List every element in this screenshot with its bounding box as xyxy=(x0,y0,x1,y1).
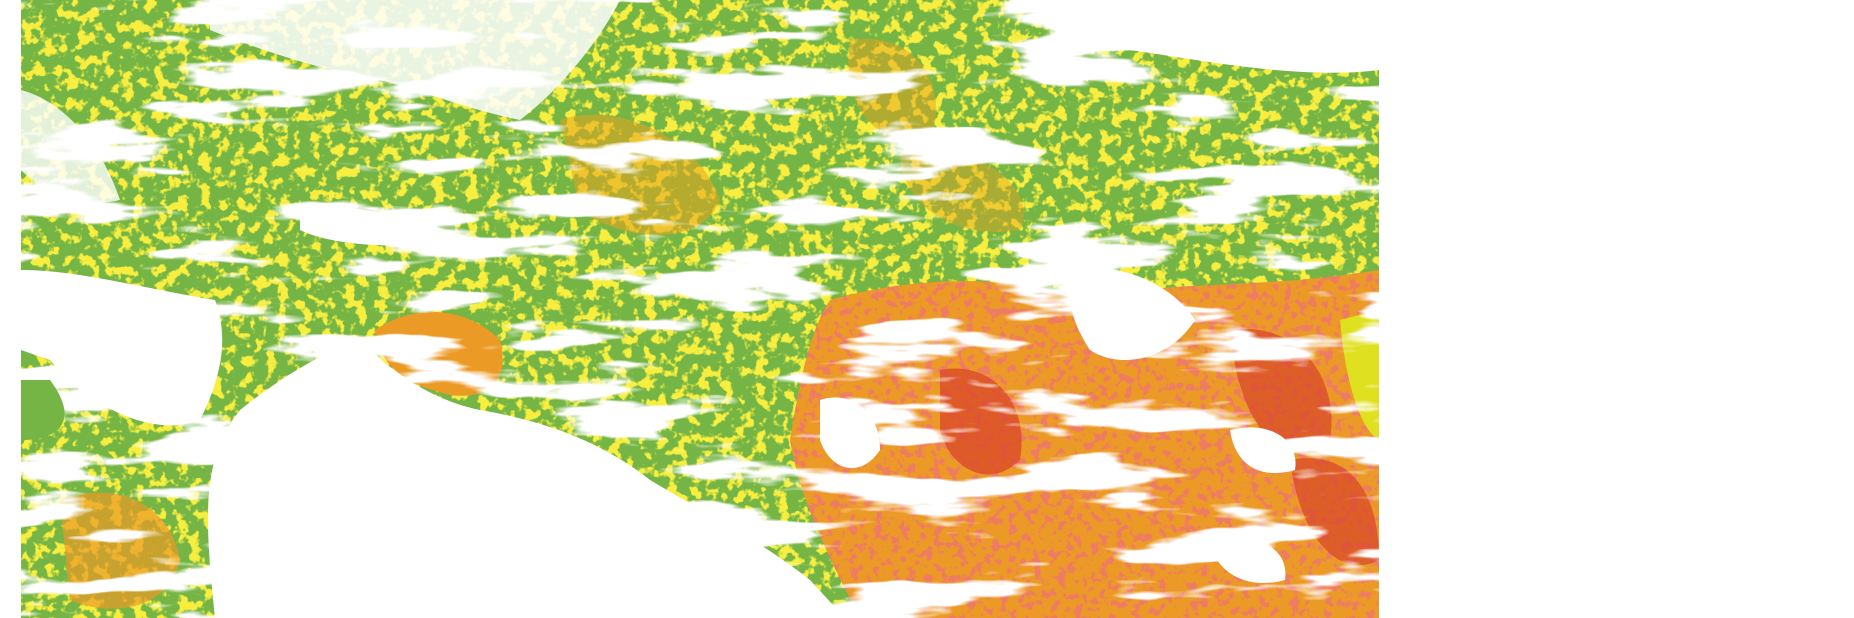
cloud-white xyxy=(820,397,880,469)
cloud-white xyxy=(21,90,120,203)
cloud-white xyxy=(210,0,620,120)
cloud-white xyxy=(1230,427,1296,474)
sea-white xyxy=(21,270,223,426)
cloud-white xyxy=(1030,0,1379,73)
sea-white xyxy=(207,340,846,618)
cloud-white xyxy=(1210,536,1286,584)
blank-panel xyxy=(1379,0,1854,618)
cloud-white xyxy=(1068,267,1195,360)
lake-white xyxy=(300,207,430,246)
map-layer xyxy=(21,0,1379,618)
land-green xyxy=(21,380,65,440)
